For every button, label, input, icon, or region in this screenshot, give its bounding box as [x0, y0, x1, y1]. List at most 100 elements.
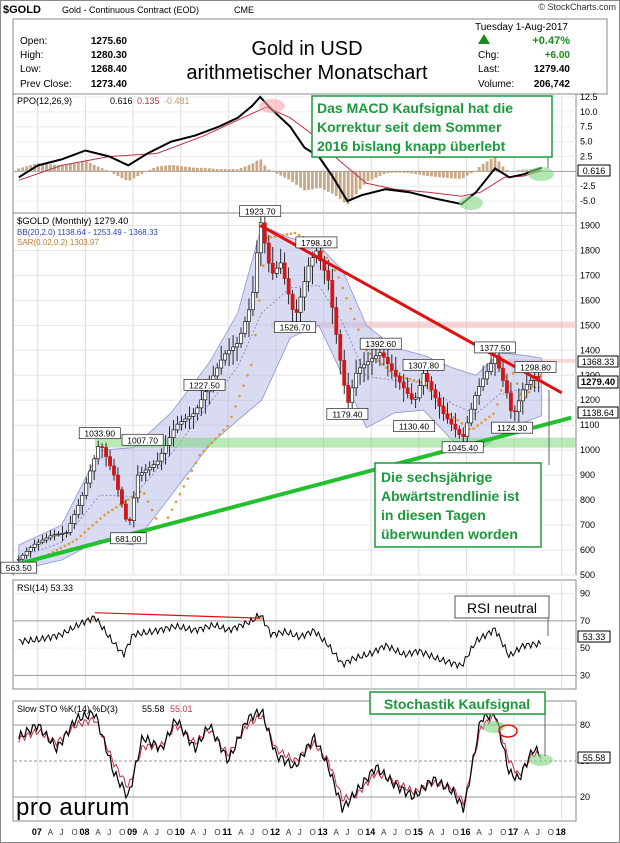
sto-tick-label: 20 [580, 792, 590, 802]
sto-legend-prefix: Slow STO %K(14) %D(3) [17, 704, 118, 714]
ppo-histogram-bar [176, 165, 179, 172]
candle-body [131, 497, 136, 522]
candle-body [16, 558, 21, 561]
ppo-histogram-bar [295, 171, 298, 185]
sar-dot [500, 389, 503, 392]
sar-dot [472, 427, 475, 430]
ppo-histogram-bar [386, 171, 390, 174]
candle-body [489, 363, 493, 372]
sar-dot [234, 405, 237, 408]
year-label: 12 [270, 827, 280, 837]
month-label: O [357, 828, 363, 837]
ppo-tick-label: -5.0 [580, 196, 596, 206]
price-tick-label: 1300 [580, 370, 600, 380]
sar-dot [103, 513, 106, 517]
rsi-legend: RSI(14) 53.33 [17, 583, 73, 593]
sar-dot [297, 233, 301, 237]
price-tick-label: 600 [580, 545, 595, 555]
ppo-histogram-bar [382, 171, 386, 175]
sar-dot [55, 548, 59, 552]
price-point-label: 1923.70 [245, 207, 276, 217]
candle-body [163, 445, 168, 454]
price-legend-symbol: $GOLD (Monthly) 1279.40 [17, 216, 128, 227]
sar-dot [238, 394, 241, 398]
ppo-histogram-bar [426, 171, 429, 176]
ppo-annotation-line1: Das MACD Kaufsignal hat die [317, 100, 513, 116]
candle-body [262, 222, 267, 244]
ppo-histogram-bar [291, 171, 295, 182]
ppo-histogram-bar [442, 171, 445, 178]
sto-tick-label: 80 [580, 720, 590, 730]
candle-body [290, 293, 295, 310]
candle-body [116, 474, 120, 490]
month-label: A [476, 828, 482, 837]
candle-body [362, 364, 366, 369]
candle-body [302, 281, 307, 298]
month-label: A [48, 828, 54, 837]
month-label: A [286, 828, 292, 837]
candle-body [84, 482, 89, 496]
candle-body [449, 418, 454, 425]
candle-body [378, 352, 382, 357]
prev-value: 1273.40 [91, 79, 128, 90]
candle-body [358, 367, 362, 374]
price-tick-label: 1600 [580, 295, 600, 305]
price-point-label-box [326, 408, 369, 420]
candle-body [247, 309, 251, 322]
ppo-last-value: 0.616 [583, 166, 606, 176]
candle-body [445, 413, 450, 420]
candle-body [112, 465, 116, 476]
ppo-histogram-bar [61, 165, 64, 172]
candle-body [143, 469, 148, 473]
sar-dot [71, 540, 75, 544]
month-label: J [345, 828, 349, 837]
candle-body [389, 363, 394, 371]
ppo-histogram-bar [104, 169, 108, 172]
month-label: J [536, 828, 540, 837]
candle-body [354, 372, 359, 389]
sar-dot [115, 505, 118, 509]
sar-dot [246, 373, 249, 377]
sar-dot [91, 524, 94, 527]
sar-dot [377, 359, 380, 363]
price-tick-label: 800 [580, 495, 595, 505]
ppo-histogram-bar [319, 171, 322, 189]
candle-body [528, 380, 533, 385]
price-point-label-box [295, 236, 338, 249]
sar-dot [404, 376, 408, 380]
sar-dot [127, 498, 130, 501]
ppo-histogram-bar [493, 156, 497, 172]
ppo-histogram-bar [45, 163, 48, 172]
ppo-legend-hist: -0.481 [164, 96, 190, 106]
sar-dot [226, 424, 229, 428]
month-label: A [333, 828, 339, 837]
chart-title-line2: arithmetischer Monatschart [186, 62, 428, 84]
prev-label: Prev Close: [20, 79, 72, 90]
ppo-highlight-cross [528, 167, 554, 181]
sar-dot [539, 373, 543, 377]
candle-body [48, 535, 53, 539]
ppo-histogram-bar [453, 171, 457, 179]
month-label: O [214, 828, 220, 837]
candle-body [421, 373, 426, 386]
ppo-histogram-bar [195, 167, 199, 172]
sar-dot [369, 352, 372, 356]
candle-body [60, 532, 65, 535]
ppo-histogram-bar [80, 161, 84, 172]
price-point-label-box [474, 341, 516, 354]
ppo-histogram-bar [398, 171, 402, 173]
ppo-histogram-bar [255, 160, 259, 172]
ppo-histogram-bar [84, 161, 88, 172]
ppo-highlight-trough [459, 196, 483, 210]
year-label: 16 [460, 827, 470, 837]
price-point-label-box [491, 421, 534, 434]
price-point-label: 1045.40 [447, 443, 478, 453]
month-label: J [488, 828, 492, 837]
candle-body [417, 385, 422, 399]
ppo-histogram-bar [132, 171, 136, 179]
candle-body [203, 391, 208, 401]
price-legend-bb: BB(20,2.0) 1138.64 - 1253.49 - 1368.33 [17, 228, 158, 237]
ppo-histogram-bar [116, 171, 120, 176]
year-label: 17 [508, 827, 518, 837]
sar-dot [170, 508, 174, 512]
